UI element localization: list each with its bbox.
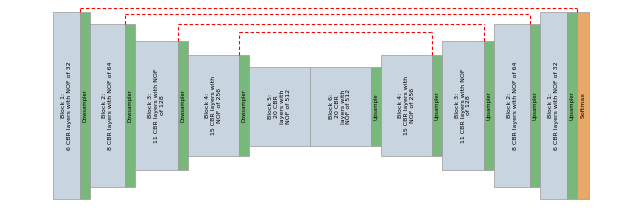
Bar <box>239 55 249 156</box>
Text: Block 6:
20 CBR
layers with
NOF of 512: Block 6: 20 CBR layers with NOF of 512 <box>329 89 351 124</box>
Bar <box>577 12 589 199</box>
Bar <box>249 67 310 146</box>
Bar <box>566 12 577 199</box>
Text: Upsampler: Upsampler <box>434 91 439 120</box>
Text: Dowsampler: Dowsampler <box>180 89 186 122</box>
Text: Upsampler: Upsampler <box>532 91 538 120</box>
Text: Block 2:
8 CBR layers with NOF of 64: Block 2: 8 CBR layers with NOF of 64 <box>507 61 518 150</box>
Bar <box>53 12 79 199</box>
Bar <box>530 24 540 187</box>
Text: Block 1:
6 CBR layers with NOF of 32: Block 1: 6 CBR layers with NOF of 32 <box>61 61 72 150</box>
Text: Block 4:
15 CBR layers with
NOF of 256: Block 4: 15 CBR layers with NOF of 256 <box>398 76 415 135</box>
Bar <box>495 24 530 187</box>
Text: Block 3:
11 CBR layers with NOF
of 128: Block 3: 11 CBR layers with NOF of 128 <box>455 68 471 143</box>
Bar <box>484 41 495 170</box>
Bar <box>79 12 90 199</box>
Text: Dowsampler: Dowsampler <box>241 89 246 122</box>
Bar <box>540 12 566 199</box>
Text: Upsampler: Upsampler <box>569 91 574 120</box>
Text: Block 4:
15 CBR layers with
NOF of 256: Block 4: 15 CBR layers with NOF of 256 <box>205 76 222 135</box>
Bar <box>178 41 188 170</box>
Bar <box>90 24 125 187</box>
Bar <box>371 67 381 146</box>
Text: Block 2:
8 CBR layers with NOF of 64: Block 2: 8 CBR layers with NOF of 64 <box>102 61 113 150</box>
Text: Block 1:
6 CBR layers with NOF of 32: Block 1: 6 CBR layers with NOF of 32 <box>548 61 559 150</box>
Bar <box>125 24 136 187</box>
Bar <box>431 55 442 156</box>
Text: Softmax: Softmax <box>580 92 585 119</box>
Text: Block 3:
11 CBR layers with NOF
of 128: Block 3: 11 CBR layers with NOF of 128 <box>148 68 165 143</box>
Text: Upsample: Upsample <box>373 93 378 120</box>
Bar <box>136 41 178 170</box>
Bar <box>188 55 239 156</box>
Bar <box>310 67 371 146</box>
Text: Block 5:
20 CBR
layers with
NOF of 512: Block 5: 20 CBR layers with NOF of 512 <box>268 89 291 124</box>
Text: Upsampler: Upsampler <box>487 91 492 120</box>
Text: Dowsampler: Dowsampler <box>128 89 133 122</box>
Bar <box>381 55 431 156</box>
Bar <box>442 41 484 170</box>
Text: Dowsampler: Dowsampler <box>82 89 87 122</box>
